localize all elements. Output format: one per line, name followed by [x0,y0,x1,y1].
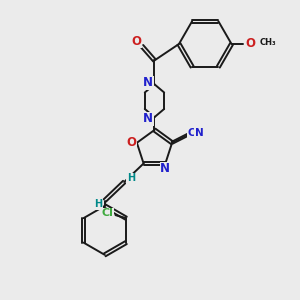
Text: CH₃: CH₃ [260,38,277,47]
Text: N: N [143,112,153,125]
Text: N: N [195,128,203,138]
Text: Cl: Cl [101,208,113,218]
Text: O: O [127,136,136,149]
Text: N: N [160,162,170,176]
Text: O: O [245,38,255,50]
Text: N: N [143,76,153,89]
Text: O: O [132,35,142,48]
Text: H: H [127,173,135,183]
Text: C: C [188,128,195,138]
Text: H: H [94,199,102,209]
